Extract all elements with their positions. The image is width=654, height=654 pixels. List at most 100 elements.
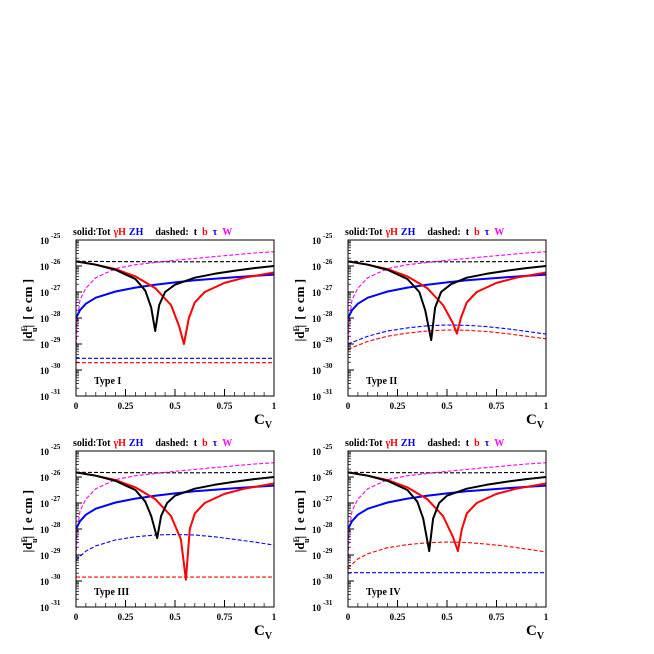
y-axis-label: |dEu|[ e cm ] xyxy=(292,279,311,342)
legend-dashed-item: τ xyxy=(485,438,490,449)
y-axis-label-unit: [ e cm ] xyxy=(20,490,35,531)
y-tick-base: 10 xyxy=(40,340,50,350)
x-axis-label-sub: V xyxy=(265,631,273,642)
y-axis-label-d: d xyxy=(20,331,35,339)
legend-solid-item: Tot xyxy=(96,438,111,449)
series-b-dashed xyxy=(348,329,546,350)
y-tick-exp: -30 xyxy=(323,573,333,581)
legend-solid-item: ZH xyxy=(129,227,144,238)
y-tick-label: 10 -31 xyxy=(40,388,61,402)
panel-type-label: Type II xyxy=(366,376,397,387)
y-tick-label: 10 -27 xyxy=(40,495,61,509)
series-t-dashed xyxy=(348,260,546,263)
legend-dashed-item: b xyxy=(474,227,480,238)
series-τ-dashed xyxy=(76,533,274,561)
legend-dashed-item: b xyxy=(202,438,208,449)
y-tick-label: 10 -27 xyxy=(40,284,61,298)
series-t-dashed xyxy=(76,260,274,263)
panel-type-label: Type III xyxy=(94,587,129,598)
legend-dashed-item: t xyxy=(466,438,470,449)
y-tick-exp: -25 xyxy=(323,443,333,451)
y-axis-label-sup: E xyxy=(292,326,301,331)
series-γH-solid xyxy=(348,260,546,335)
y-axis-label-unit: [ e cm ] xyxy=(292,279,307,320)
series-group xyxy=(76,251,274,364)
series-W-dashed xyxy=(76,462,274,563)
y-tick-base: 10 xyxy=(312,262,322,272)
y-tick-exp: -31 xyxy=(51,388,61,396)
legend: solid:Tot γH ZH dashed: t b τ W xyxy=(345,438,504,449)
y-tick-exp: -26 xyxy=(323,258,333,266)
series-ZH-solid xyxy=(348,484,546,530)
y-tick-base: 10 xyxy=(312,499,322,509)
series-W-dashed xyxy=(348,251,546,352)
y-tick-label: 10 -26 xyxy=(40,469,61,483)
y-axis-label-d: d xyxy=(20,542,35,550)
y-axis-label-d: d xyxy=(292,331,307,339)
x-tick-label: 0 xyxy=(74,612,79,622)
x-tick-label: 1 xyxy=(544,401,549,411)
y-tick-label: 10 -27 xyxy=(312,495,333,509)
x-axis-label-sub: V xyxy=(265,420,273,431)
y-axis-label-d: d xyxy=(292,542,307,550)
x-tick-label: 0.5 xyxy=(441,401,453,411)
y-axis-label-sub: u xyxy=(302,327,311,332)
y-tick-label: 10 -28 xyxy=(312,521,333,535)
y-tick-base: 10 xyxy=(40,525,50,535)
series-group xyxy=(348,251,546,352)
y-tick-exp: -26 xyxy=(51,258,61,266)
legend-solid-item: γH xyxy=(384,227,398,238)
series-t-dashed xyxy=(348,471,546,474)
series-W-dashed xyxy=(76,251,274,352)
y-tick-label: 10 -28 xyxy=(312,310,333,324)
y-tick-exp: -31 xyxy=(323,599,333,607)
legend-solid-label: solid: xyxy=(345,227,368,238)
legend-dashed-item: b xyxy=(202,227,208,238)
y-axis-label-bar-close: | xyxy=(292,325,307,328)
legend-solid-label: solid: xyxy=(73,227,96,238)
y-tick-label: 10 -26 xyxy=(312,258,333,272)
legend-dashed-item: t xyxy=(466,227,470,238)
y-tick-label: 10 -30 xyxy=(40,573,61,587)
y-tick-exp: -28 xyxy=(323,310,333,318)
legend-solid-item: Tot xyxy=(96,227,111,238)
y-tick-base: 10 xyxy=(312,236,322,246)
y-tick-base: 10 xyxy=(312,525,322,535)
x-tick-label: 0 xyxy=(346,401,351,411)
legend-dashed-item: W xyxy=(494,438,504,449)
x-tick-label: 0.5 xyxy=(169,612,181,622)
y-tick-base: 10 xyxy=(40,392,50,402)
legend-solid-label: solid: xyxy=(345,438,368,449)
y-axis-label-unit: [ e cm ] xyxy=(292,490,307,531)
legend-dashed-item: t xyxy=(194,227,198,238)
x-tick-label: 0.75 xyxy=(489,401,505,411)
panel-type-label: Type I xyxy=(94,376,121,387)
series-Tot-solid xyxy=(76,260,274,332)
x-axis-label-main: C xyxy=(526,412,537,428)
legend-solid-item: Tot xyxy=(368,438,383,449)
plot-frame xyxy=(347,450,547,608)
y-tick-label: 10 -25 xyxy=(40,232,61,246)
x-axis-label-sub: V xyxy=(537,631,545,642)
y-tick-label: 10 -28 xyxy=(40,310,61,324)
y-axis-label-unit: [ e cm ] xyxy=(20,279,35,320)
y-tick-base: 10 xyxy=(40,366,50,376)
series-W-dashed xyxy=(348,462,546,563)
y-tick-base: 10 xyxy=(40,473,50,483)
y-tick-base: 10 xyxy=(40,262,50,272)
y-tick-base: 10 xyxy=(312,447,322,457)
legend-dashed-label: dashed: xyxy=(427,438,460,449)
x-axis-label-sub: V xyxy=(537,420,545,431)
y-tick-base: 10 xyxy=(312,366,322,376)
y-tick-base: 10 xyxy=(40,314,50,324)
y-tick-exp: -28 xyxy=(323,521,333,529)
y-axis-label-bar: | xyxy=(292,550,307,553)
legend: solid:Tot γH ZH dashed: t b τ W xyxy=(73,438,232,449)
series-group xyxy=(76,462,274,581)
x-axis-label-main: C xyxy=(254,623,265,639)
y-tick-exp: -29 xyxy=(51,547,61,555)
y-tick-base: 10 xyxy=(312,603,322,613)
